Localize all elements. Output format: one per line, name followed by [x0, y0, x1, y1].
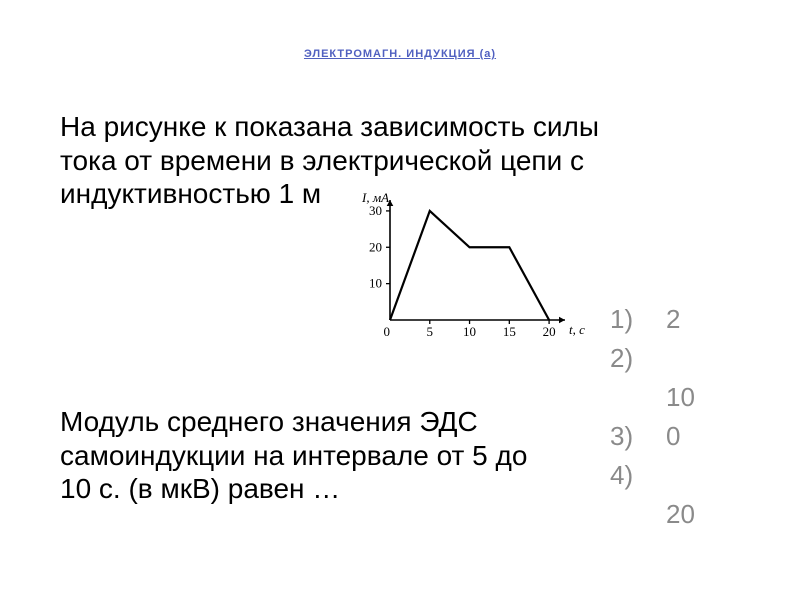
answer-option: 20: [610, 495, 780, 534]
svg-text:10: 10: [369, 276, 382, 291]
svg-text:30: 30: [369, 203, 382, 218]
answer-value: 2: [648, 300, 680, 339]
page-title-link: ЭЛЕКТРОМАГН. ИНДУКЦИЯ (a): [0, 0, 800, 60]
svg-text:t, с: t, с: [569, 322, 585, 337]
answer-value: 0: [648, 417, 680, 456]
svg-text:5: 5: [427, 324, 434, 339]
answer-option: 2): [610, 339, 780, 378]
answer-option: 3)0: [610, 417, 780, 456]
answer-value: [648, 456, 666, 495]
answer-value: 20: [648, 495, 695, 534]
svg-text:I, мА: I, мА: [361, 190, 389, 205]
answer-option: 10: [610, 378, 780, 417]
answer-options: 1)22)103)04)20: [610, 300, 780, 534]
svg-text:15: 15: [503, 324, 516, 339]
answer-number: [610, 495, 648, 534]
answer-number: 4): [610, 456, 648, 495]
answer-number: 2): [610, 339, 648, 378]
svg-text:20: 20: [543, 324, 556, 339]
chart-svg: 0 5 10 15 20 10 20 30 t, с I, мА: [340, 190, 610, 350]
answer-option: 1)2: [610, 300, 780, 339]
answer-number: 3): [610, 417, 648, 456]
answer-value: [648, 339, 666, 378]
answer-number: [610, 378, 648, 417]
answer-number: 1): [610, 300, 648, 339]
problem-statement-part-2: Модуль среднего значения ЭДС самоиндукци…: [60, 405, 560, 506]
answer-value: 10: [648, 378, 695, 417]
answer-option: 4): [610, 456, 780, 495]
svg-text:0: 0: [384, 324, 391, 339]
svg-text:10: 10: [463, 324, 476, 339]
current-time-chart: 0 5 10 15 20 10 20 30 t, с I, мА: [340, 190, 610, 350]
svg-text:20: 20: [369, 239, 382, 254]
